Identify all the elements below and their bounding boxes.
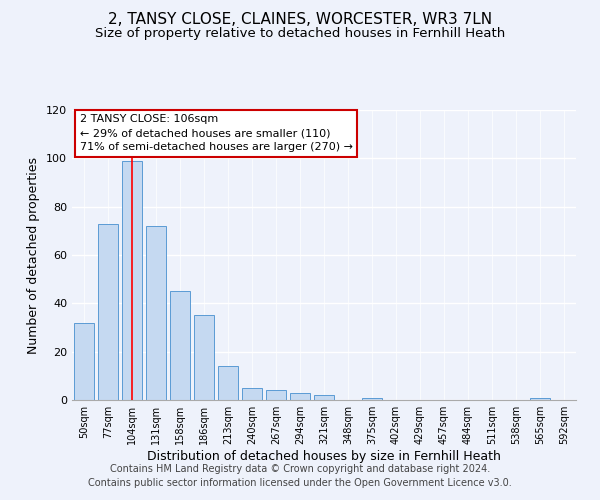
Bar [194,316,214,400]
Bar [218,366,238,400]
Bar [266,390,286,400]
Bar [122,161,142,400]
Bar [362,398,382,400]
Bar [530,398,550,400]
Y-axis label: Number of detached properties: Number of detached properties [28,156,40,354]
Bar [146,226,166,400]
Text: 2 TANSY CLOSE: 106sqm
← 29% of detached houses are smaller (110)
71% of semi-det: 2 TANSY CLOSE: 106sqm ← 29% of detached … [80,114,353,152]
Bar [74,322,94,400]
Bar [98,224,118,400]
Bar [242,388,262,400]
Bar [290,393,310,400]
Text: Contains HM Land Registry data © Crown copyright and database right 2024.
Contai: Contains HM Land Registry data © Crown c… [88,464,512,487]
Bar [314,395,334,400]
Text: 2, TANSY CLOSE, CLAINES, WORCESTER, WR3 7LN: 2, TANSY CLOSE, CLAINES, WORCESTER, WR3 … [108,12,492,28]
X-axis label: Distribution of detached houses by size in Fernhill Heath: Distribution of detached houses by size … [147,450,501,463]
Bar [170,291,190,400]
Text: Size of property relative to detached houses in Fernhill Heath: Size of property relative to detached ho… [95,28,505,40]
